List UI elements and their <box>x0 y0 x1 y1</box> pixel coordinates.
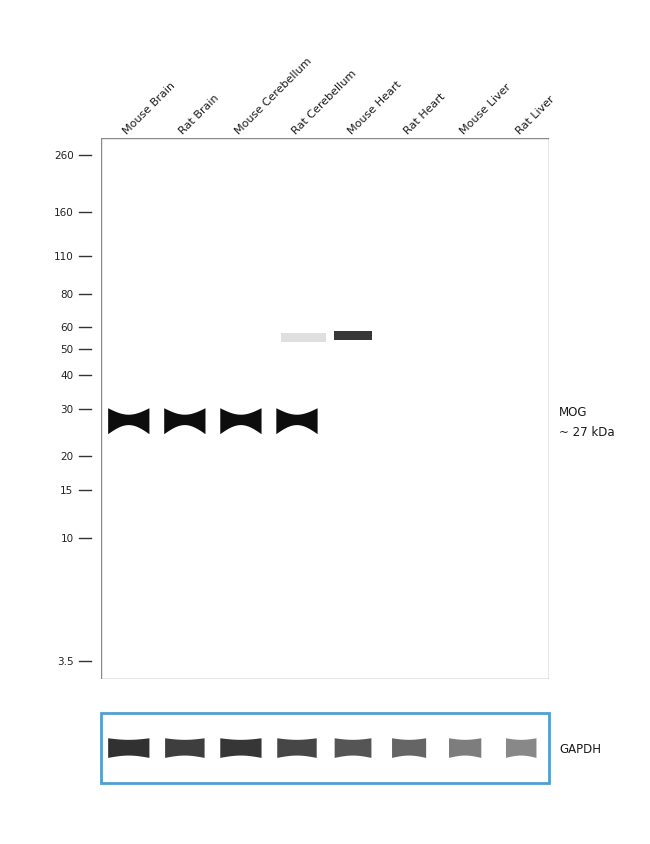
Text: 50: 50 <box>60 344 73 354</box>
Polygon shape <box>165 738 205 758</box>
Polygon shape <box>164 408 205 435</box>
Text: 20: 20 <box>60 452 73 462</box>
Polygon shape <box>108 408 150 435</box>
Text: 60: 60 <box>60 323 73 333</box>
Text: 10: 10 <box>60 533 73 544</box>
Text: 80: 80 <box>60 289 73 300</box>
Text: GAPDH: GAPDH <box>559 742 601 755</box>
Text: Mouse Liver: Mouse Liver <box>458 82 513 137</box>
Text: 260: 260 <box>54 151 73 161</box>
Text: Rat Liver: Rat Liver <box>514 95 556 137</box>
Text: ~ 27 kDa: ~ 27 kDa <box>559 425 615 438</box>
Bar <box>334 332 372 340</box>
Text: 160: 160 <box>54 208 73 218</box>
Text: 30: 30 <box>60 404 73 414</box>
Text: Mouse Heart: Mouse Heart <box>346 79 403 137</box>
Bar <box>281 334 326 343</box>
Polygon shape <box>220 738 261 758</box>
Text: Rat Brain: Rat Brain <box>177 93 222 137</box>
Polygon shape <box>276 408 318 435</box>
Text: Rat Heart: Rat Heart <box>402 92 447 137</box>
Polygon shape <box>392 738 426 758</box>
Text: Rat Cerebellum: Rat Cerebellum <box>290 68 358 137</box>
Polygon shape <box>220 408 261 435</box>
Text: Mouse Brain: Mouse Brain <box>122 81 177 137</box>
Text: 3.5: 3.5 <box>57 657 73 666</box>
Polygon shape <box>108 738 150 758</box>
Polygon shape <box>278 738 317 758</box>
Polygon shape <box>449 738 481 758</box>
Text: 110: 110 <box>54 252 73 262</box>
Text: 15: 15 <box>60 485 73 495</box>
Text: MOG: MOG <box>559 405 588 418</box>
Text: Mouse Cerebellum: Mouse Cerebellum <box>234 57 314 137</box>
Polygon shape <box>506 738 536 758</box>
Text: 40: 40 <box>60 371 73 381</box>
Polygon shape <box>335 738 371 758</box>
